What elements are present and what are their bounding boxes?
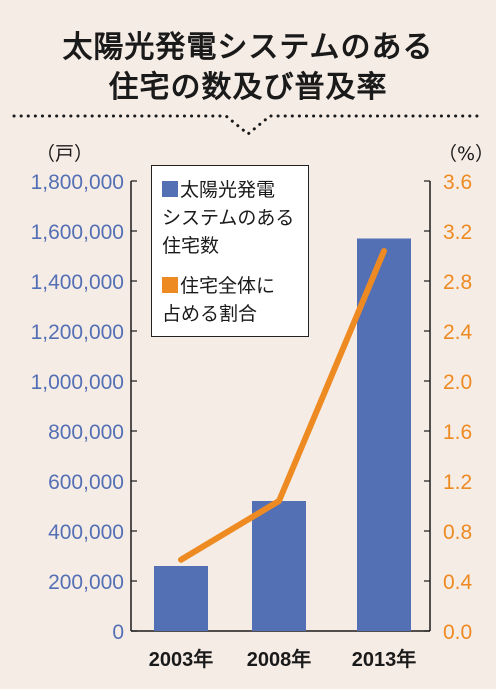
left-tick-label: 1,800,000	[31, 171, 124, 194]
legend-swatch-line	[162, 277, 178, 293]
right-axis: 0.0 0.4 0.8 1.2 1.6 2.0 2.4 2.8 3.2 3.6	[443, 171, 473, 644]
chart-legend: 太陽光発電 システムのある 住宅数 住宅全体に 占める割合	[151, 165, 309, 337]
bar-series	[154, 238, 411, 631]
right-tick-label: 1.6	[443, 421, 472, 444]
left-tick-label: 1,600,000	[31, 221, 124, 244]
x-tick-label: 2013年	[352, 647, 417, 671]
left-tick-label: 600,000	[48, 471, 124, 494]
legend-label-bar-line-1: 太陽光発電	[180, 179, 276, 201]
right-tick-label: 3.6	[443, 171, 472, 194]
left-tick-label: 200,000	[48, 571, 124, 594]
right-tick-label: 3.2	[443, 221, 472, 244]
legend-label-line-line-1: 住宅全体に	[180, 275, 276, 297]
x-tick-label: 2008年	[247, 647, 312, 671]
left-tick-label: 800,000	[48, 421, 124, 444]
right-tick-label: 0.8	[443, 521, 472, 544]
left-tick-label: 1,200,000	[31, 321, 124, 344]
left-tick-label: 1,400,000	[31, 271, 124, 294]
right-tick-label: 2.8	[443, 271, 472, 294]
right-tick-label: 0.4	[443, 571, 473, 594]
legend-label-line-line-2: 占める割合	[162, 303, 258, 325]
right-tick-label: 0.0	[443, 621, 472, 644]
bar	[357, 238, 411, 631]
right-tick-label: 2.0	[443, 371, 472, 394]
line-series	[178, 248, 387, 563]
right-axis-unit-label: （%）	[438, 143, 494, 165]
x-tick-label: 2003年	[149, 647, 214, 671]
bar	[154, 566, 208, 631]
legend-item-line: 住宅全体に 占める割合	[162, 272, 302, 328]
chart-title-line-1: 太陽光発電システムのある	[62, 30, 434, 65]
legend-label-bar-line-3: 住宅数	[162, 235, 220, 257]
left-tick-label: 400,000	[48, 521, 124, 544]
chart-title-line-2: 住宅の数及び普及率	[108, 70, 388, 105]
right-tick-label: 1.2	[443, 471, 472, 494]
left-axis-unit-label: （戸）	[36, 143, 93, 165]
dotted-divider-line	[12, 114, 484, 136]
left-tick-label: 1,000,000	[31, 371, 124, 394]
left-axis: 0 200,000 400,000 600,000 800,000 1,000,000 1,…	[31, 171, 124, 644]
left-tick-label: 0	[112, 621, 124, 644]
legend-item-bar: 太陽光発電 システムのある 住宅数	[162, 176, 302, 260]
right-tick-label: 2.4	[443, 321, 473, 344]
x-axis: 2003年 2008年 2013年	[149, 647, 417, 671]
bar	[252, 501, 306, 631]
legend-label-bar-line-2: システムのある	[162, 207, 295, 229]
dotted-divider	[12, 114, 484, 136]
legend-swatch-bar	[162, 181, 178, 197]
